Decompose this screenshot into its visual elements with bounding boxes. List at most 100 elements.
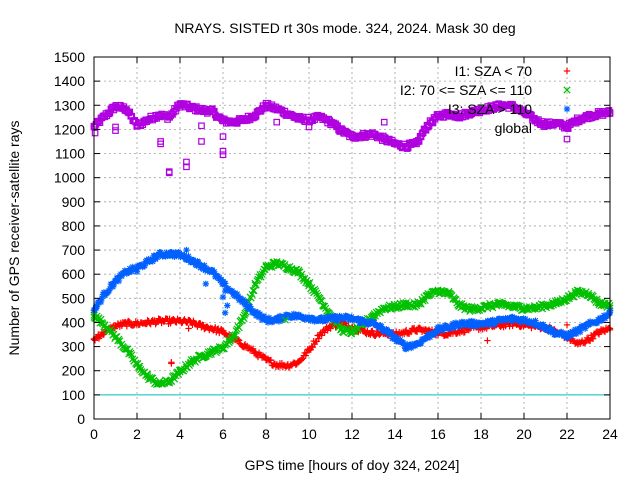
x-tick-label: 24 [602, 426, 618, 442]
data-point-sample [235, 324, 243, 332]
y-tick-label: 1400 [54, 73, 85, 89]
outlier-point [133, 268, 141, 275]
outlier-point [563, 321, 571, 329]
legend-marker [563, 124, 571, 132]
outlier-point [484, 337, 491, 344]
series-I3: SZA > 110 [90, 249, 614, 353]
outlier-point [112, 127, 119, 134]
data-point-sample [141, 262, 148, 270]
data-point-sample [123, 323, 131, 330]
data-point-sample [220, 327, 227, 334]
data-point-sample [321, 302, 329, 310]
y-tick-label: 800 [62, 218, 86, 234]
outlier-point [219, 151, 227, 159]
outlier-point [183, 246, 190, 254]
data-point-sample [213, 329, 220, 336]
y-tick-label: 200 [62, 363, 86, 379]
data-point-sample [401, 303, 409, 311]
outlier-point [112, 123, 119, 131]
y-tick-label: 1000 [54, 170, 85, 186]
x-tick-label: 14 [387, 426, 403, 442]
legend-label: I3: SZA > 110 [448, 101, 532, 117]
data-point-sample [107, 325, 115, 333]
data-point-sample [314, 291, 322, 300]
x-tick-label: 4 [176, 426, 184, 442]
data-point-sample [416, 325, 424, 332]
data-point-sample [267, 356, 275, 364]
y-tick-label: 400 [62, 314, 86, 330]
data-point-sample [242, 299, 250, 306]
legend-marker [563, 86, 571, 94]
legend: I1: SZA < 70 I2: 70 <= SZA <= 110 I3: SZA … [400, 63, 571, 136]
y-tick-label: 1200 [54, 121, 85, 137]
y-tick-label: 1300 [54, 97, 85, 113]
outlier-point [91, 129, 99, 137]
outlier-point [183, 163, 190, 171]
x-tick-label: 2 [133, 426, 141, 442]
y-tick-label: 700 [62, 242, 86, 258]
y-tick-label: 300 [62, 339, 86, 355]
data-point-sample [313, 289, 321, 297]
outlier-point [273, 118, 281, 126]
y-tick-label: 500 [62, 290, 86, 306]
outlier-point [157, 138, 164, 145]
series-outliers-I1: SZA < 70 [95, 321, 571, 367]
outlier-point [135, 364, 143, 372]
y-tick-label: 600 [62, 266, 86, 282]
data-point-sample [222, 280, 229, 287]
series-global [90, 99, 614, 152]
y-tick-label: 100 [62, 387, 86, 403]
data-point-sample [247, 305, 255, 312]
series-global-outliers [91, 118, 571, 177]
legend-marker [563, 105, 571, 113]
data-point-sample [126, 108, 134, 116]
data-point-sample [424, 290, 432, 298]
outlier-point [563, 135, 571, 143]
y-tick-label: 0 [77, 411, 85, 427]
y-tick-label: 1100 [55, 146, 85, 162]
x-tick-label: 12 [344, 426, 360, 442]
outlier-point [380, 118, 388, 126]
outlier-point [92, 302, 100, 309]
data-point-sample [306, 278, 314, 287]
x-axis-label: GPS time [hours of doy 324, 2024] [245, 457, 460, 473]
series-outliers-I2: 70 <= SZA <= 110 [135, 289, 580, 372]
y-tick-label: 900 [62, 194, 86, 210]
chart-title: NRAYS. SISTED rt 30s mode. 324, 2024. Ma… [174, 20, 515, 36]
data-point-sample [231, 331, 239, 339]
outlier-point [202, 280, 209, 288]
data-point-sample [251, 348, 259, 355]
data-point-sample [417, 133, 425, 141]
x-tick-label: 20 [516, 426, 532, 442]
data-point-sample [347, 330, 356, 338]
outlier-point [168, 360, 175, 367]
y-axis-label: Number of GPS receiver-satellite rays [6, 121, 22, 356]
data-point-sample [302, 352, 309, 359]
x-tick-label: 6 [219, 426, 227, 442]
legend-label: I2: 70 <= SZA <= 110 [400, 82, 532, 98]
outlier-point [219, 133, 227, 140]
data-point-sample [589, 335, 597, 342]
outlier-point [305, 123, 313, 131]
outlier-point [571, 289, 580, 298]
data-point-sample [318, 332, 325, 339]
y-tick-label: 1500 [54, 49, 85, 65]
data-point-sample [125, 317, 132, 325]
series-outliers-I3: SZA > 110 [92, 246, 231, 317]
data-point-sample [122, 345, 130, 353]
outlier-point [185, 325, 192, 332]
data-point-sample [315, 335, 322, 342]
data-point-sample [588, 334, 596, 342]
data-point-sample [576, 328, 584, 336]
data-point-sample [605, 310, 613, 317]
data-point-sample [116, 337, 124, 345]
x-tick-label: 10 [301, 426, 317, 442]
outlier-point [198, 138, 205, 145]
data-point-sample [105, 110, 113, 118]
data-point-sample [252, 281, 260, 289]
axis-ticks: 0 2 4 6 8 10 12 14 16 18 20 22 240100200300400500600… [54, 49, 618, 442]
x-tick-label: 8 [262, 426, 270, 442]
outlier-point [221, 309, 229, 317]
outlier-point [198, 122, 205, 130]
